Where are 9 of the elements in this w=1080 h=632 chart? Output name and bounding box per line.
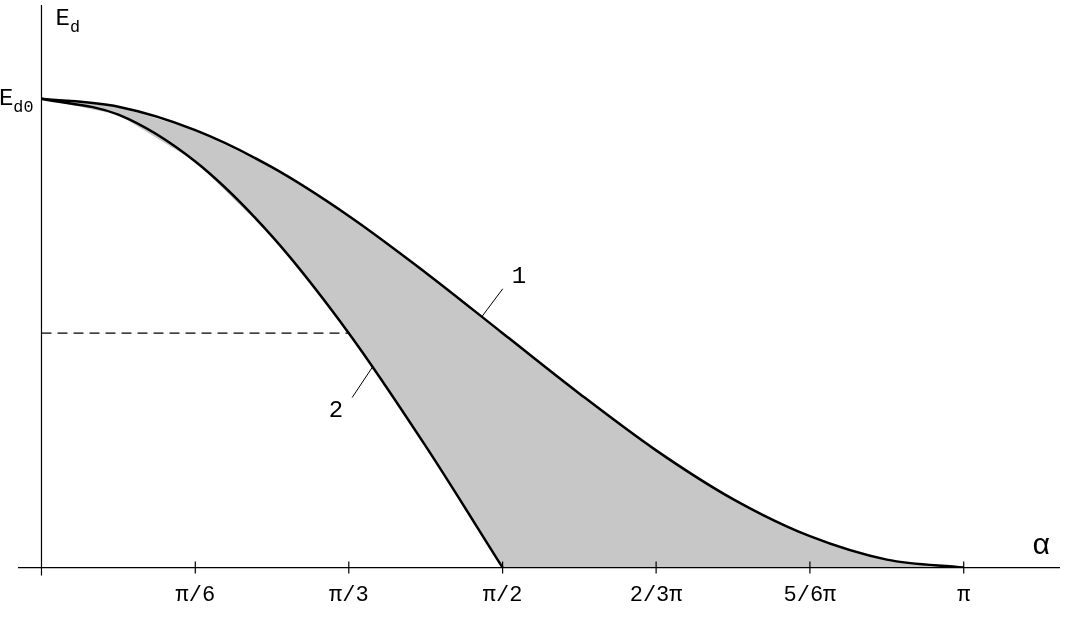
x-tick-label: π (957, 582, 971, 608)
x-tick-label: π/2 (482, 582, 523, 608)
x-tick-label: π/3 (328, 582, 369, 608)
annotation: 1 (511, 263, 527, 291)
x-tick-label: 2/3π (629, 582, 683, 608)
x-tick-label: π/6 (175, 582, 216, 608)
annotation: 2 (328, 397, 344, 425)
x-axis-title: α (1032, 528, 1051, 563)
x-tick-label: 5/6π (783, 582, 837, 608)
